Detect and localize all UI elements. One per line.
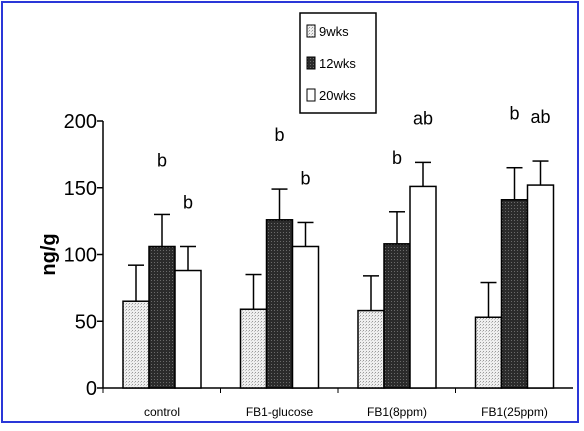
legend-swatch (306, 88, 316, 102)
significance-label: ab (413, 108, 433, 128)
legend-swatch (306, 56, 316, 70)
bar-9wks-0 (122, 300, 150, 389)
x-category-label: FB1(25ppm) (481, 405, 548, 419)
bar-9wks-3 (474, 316, 503, 389)
y-axis-label: ng/g (38, 233, 60, 275)
x-category-label: control (144, 405, 180, 419)
legend-swatch (306, 24, 316, 38)
y-tick-label: 200 (64, 111, 97, 133)
significance-label: b (300, 168, 310, 188)
y-tick-label: 50 (75, 311, 97, 333)
chart-frame: 0 50 100 150 200 ng/g control FB1-glucose FB1(8… (1, 1, 579, 423)
bar-chart: 0 50 100 150 200 ng/g control FB1-glucose FB1(8… (38, 12, 573, 419)
bar-20wks-2 (409, 185, 437, 389)
bar-9wks-2 (357, 309, 385, 389)
bar-12wks-0 (148, 245, 176, 389)
significance-label: b (183, 192, 193, 212)
legend-label: 9wks (319, 24, 349, 39)
legend-label: 20wks (319, 88, 356, 103)
bar-12wks-2 (383, 243, 411, 389)
significance-label: b (157, 150, 167, 170)
y-tick-label: 100 (64, 245, 97, 267)
y-tick-label: 0 (86, 378, 97, 400)
legend-label: 12wks (319, 56, 356, 71)
y-tick-label: 150 (64, 178, 97, 200)
bar-20wks-1 (291, 245, 320, 389)
significance-label: b (274, 125, 284, 145)
bar-12wks-3 (500, 199, 529, 389)
bar-9wks-1 (239, 308, 268, 389)
bar-12wks-1 (265, 219, 294, 389)
significance-label: ab (530, 107, 550, 127)
significance-label: b (509, 104, 519, 124)
x-category-label: FB1(8ppm) (367, 405, 427, 419)
bar-20wks-3 (526, 184, 555, 389)
significance-label: b (392, 148, 402, 168)
x-category-label: FB1-glucose (246, 405, 314, 419)
bar-20wks-0 (174, 269, 202, 389)
